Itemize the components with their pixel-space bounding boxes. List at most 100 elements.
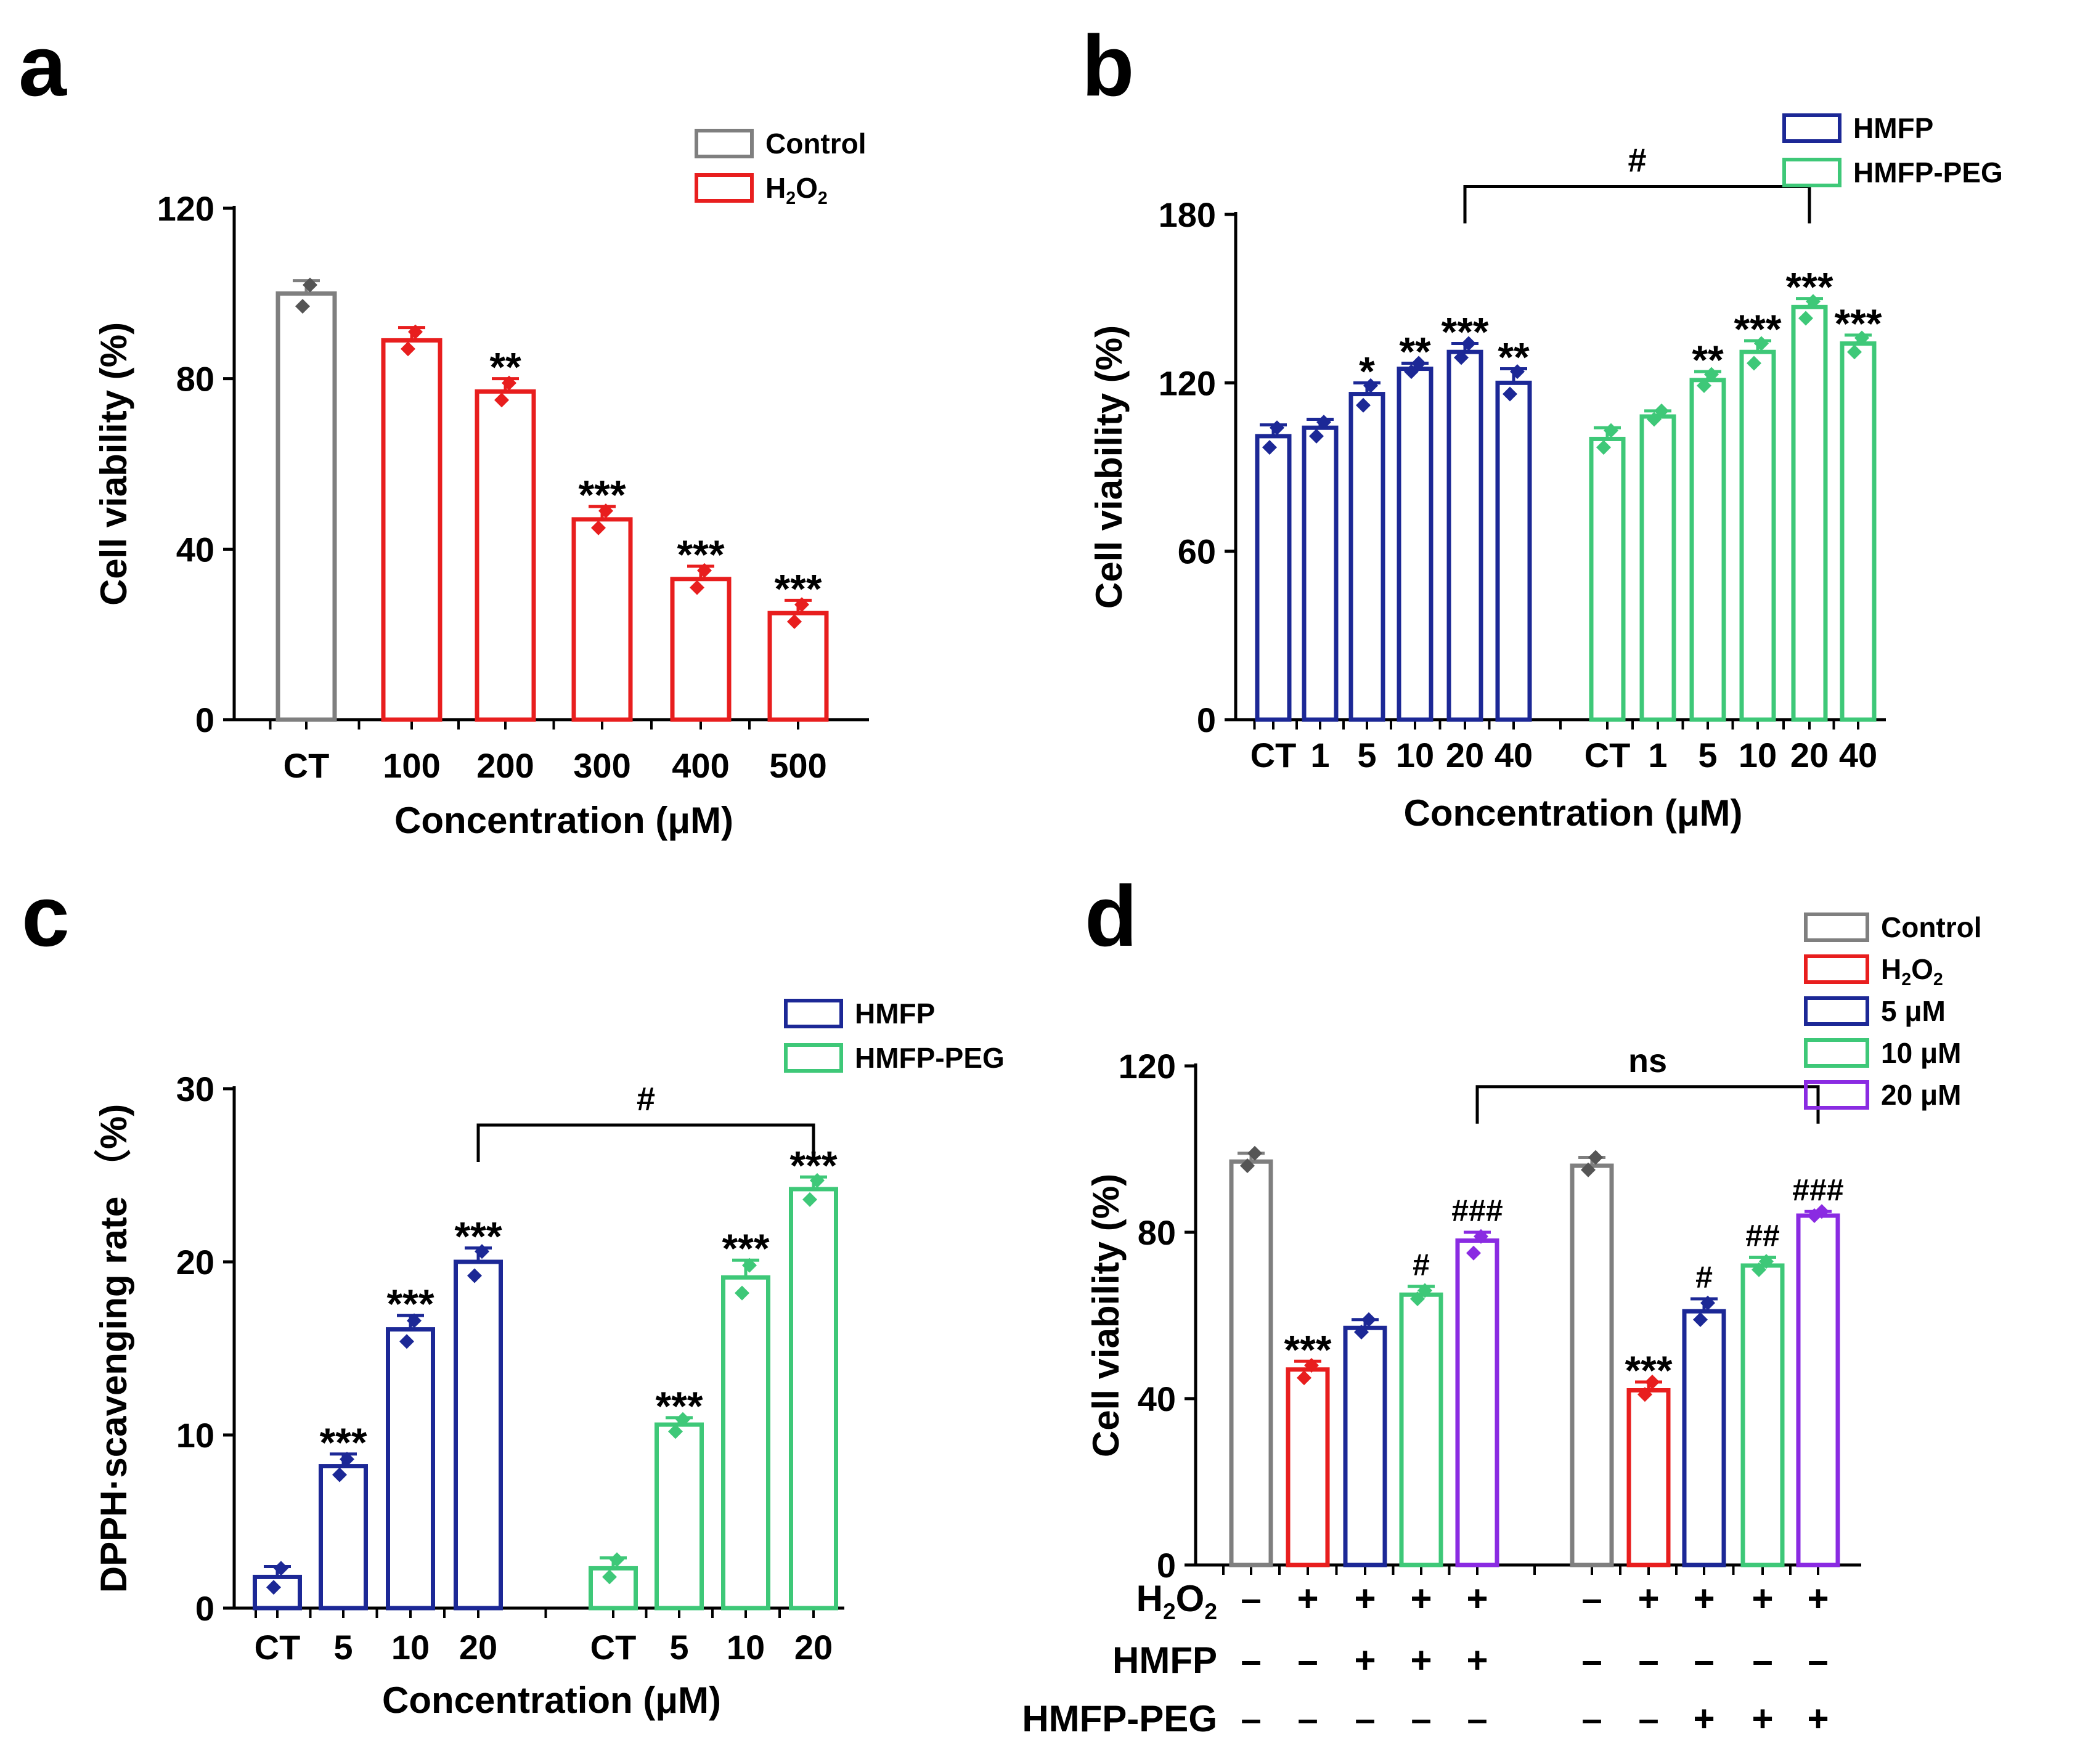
panel-a-data-point (303, 277, 317, 293)
panel-b-data-point (1854, 330, 1869, 346)
panel-b-data-point (1404, 364, 1419, 380)
panel-c-data-point (399, 1334, 414, 1349)
panel-d-treatment-mark: + (1466, 1640, 1488, 1681)
panel-d-data-point (1417, 1283, 1432, 1298)
panel-a-legend-label: H2O2 (765, 172, 828, 208)
panel-c-y-tick-label: 10 (176, 1416, 214, 1455)
panel-b-bar (1302, 425, 1339, 722)
panel-letter-a: a (18, 17, 67, 114)
panel-d-legend-label: 5 μM (1881, 995, 1946, 1027)
panel-b-data-point (1454, 350, 1469, 365)
panel-d-legend-label: H2O2 (1881, 953, 1943, 990)
panel-b-x-tick-label: 40 (1839, 736, 1877, 774)
panel-c-y-tick-label: 30 (176, 1070, 214, 1108)
panel-d-treatment-mark: + (1410, 1578, 1432, 1619)
panel-d-y-tick-label: 80 (1138, 1213, 1176, 1252)
panel-letter-b: b (1082, 17, 1135, 114)
panel-b-significance-label: ** (1692, 337, 1724, 383)
panel-d-data-point (1361, 1312, 1376, 1327)
panel-b-comparison-bracket (1463, 184, 1811, 224)
panel-a-significance-label: *** (578, 472, 626, 518)
panel-a-bar (670, 577, 732, 722)
panel-d-bar (1343, 1325, 1387, 1567)
panel-b-y-tick-label: 180 (1159, 195, 1216, 234)
panel-d-bracket-label: ns (1628, 1043, 1667, 1079)
panel-c-x-tick-label: 10 (727, 1628, 765, 1667)
panel-d-treatment-mark: + (1807, 1578, 1829, 1619)
panel-a-bar (381, 338, 443, 722)
panel-a-x-tick-label: 300 (573, 746, 630, 785)
panel-b-bracket-label: # (1628, 142, 1646, 179)
panel-b-bar (1791, 304, 1828, 722)
panel-b-x-tick-label: CT (1250, 736, 1297, 774)
panel-a-y-tick-label: 120 (157, 189, 214, 228)
panel-d-significance-label: *** (1625, 1347, 1672, 1393)
panel-d-treatment-mark: – (1581, 1640, 1602, 1681)
panel-a-significance-label: ** (489, 344, 521, 390)
panel-d-legend-swatch (1804, 1080, 1869, 1110)
panel-b-bar (1689, 378, 1726, 722)
panel-d-significance-label: ### (1792, 1173, 1843, 1207)
panel-c-x-axis-label: Concentration (μM) (382, 1680, 721, 1721)
panel-b-legend-swatch (1782, 158, 1841, 187)
panel-b-bar (1255, 434, 1292, 722)
panel-a-x-axis-label: Concentration (μM) (394, 800, 733, 841)
panel-c-x-tick-label: 5 (669, 1628, 688, 1667)
panel-d-treatment-mark: + (1693, 1698, 1715, 1739)
panel-a-data-point (408, 324, 423, 339)
panel-b-legend-label: HMFP-PEG (1853, 156, 2003, 189)
panel-d-treatment-mark: – (1638, 1698, 1658, 1739)
panel-a-data-point (598, 503, 613, 519)
panel-d-data-point (1410, 1291, 1425, 1306)
panel-d-treatment-label: HMFP (1112, 1640, 1217, 1681)
panel-d-legend-swatch (1804, 954, 1869, 984)
panel-b-x-tick-label: 5 (1357, 736, 1376, 774)
panel-d-treatment-mark: + (1693, 1578, 1715, 1619)
panel-a-data-point (697, 563, 712, 578)
panel-c-data-point (735, 1285, 749, 1301)
panel-c-data-point (602, 1569, 617, 1585)
panel-b-data-point (1316, 415, 1331, 430)
panel-b-x-tick-label: 5 (1698, 736, 1717, 774)
panel-d-bar (1455, 1238, 1499, 1567)
panel-d-bar (1229, 1159, 1273, 1567)
panel-b-legend-label: HMFP (1853, 112, 1933, 144)
panel-b-data-point (1503, 386, 1517, 402)
panel-c-significance-label: *** (722, 1225, 769, 1271)
panel-b-data-point (1411, 356, 1426, 371)
panel-a-y-tick-label: 0 (195, 701, 214, 739)
panel-a-x-tick-label: 400 (672, 746, 729, 785)
panel-d-data-point (1700, 1295, 1715, 1311)
panel-c-legend-label: HMFP-PEG (855, 1042, 1005, 1074)
panel-d-data-point (1304, 1358, 1319, 1373)
panel-d-treatment-mark: + (1354, 1578, 1376, 1619)
panel-b-x-tick-label: 20 (1446, 736, 1484, 774)
panel-b-bar (1639, 414, 1676, 722)
panel-a-legend-label: Control (765, 128, 867, 160)
panel-b-bar (1589, 436, 1626, 722)
panel-b-data-point (1798, 311, 1813, 326)
panel-c-significance-label: *** (319, 1420, 367, 1465)
panel-b-data-point (1461, 336, 1476, 351)
panel-b-x-tick-label: 40 (1495, 736, 1533, 774)
panel-c-y-axis-label: DPPH·scavenging rate （%) (93, 1104, 134, 1593)
panel-c-data-point (467, 1268, 482, 1283)
panel-a-x-tick-label: 100 (383, 746, 440, 785)
panel-b-significance-label: *** (1734, 306, 1781, 352)
panel-d-treatment-mark: – (1411, 1698, 1431, 1739)
panel-b-significance-label: ** (1498, 335, 1530, 380)
panel-a-data-point (787, 614, 802, 629)
panel-d-data-point (1581, 1162, 1596, 1177)
panel-d-treatment-mark: – (1581, 1698, 1602, 1739)
panel-c-legend-swatch (784, 1043, 843, 1073)
panel-a-legend-swatch (695, 129, 754, 158)
panel-d-treatment-mark: – (1355, 1698, 1375, 1739)
panel-c-data-point (675, 1412, 690, 1427)
panel-c-bracket-label: # (637, 1081, 655, 1118)
panel-c-data-point (266, 1580, 281, 1595)
panel-d-data-point (1474, 1229, 1488, 1244)
panel-b-significance-label: *** (1785, 264, 1833, 310)
panel-b-data-point (1704, 367, 1719, 382)
panel-b-bar (1446, 349, 1483, 722)
panel-d-data-point (1247, 1145, 1262, 1161)
